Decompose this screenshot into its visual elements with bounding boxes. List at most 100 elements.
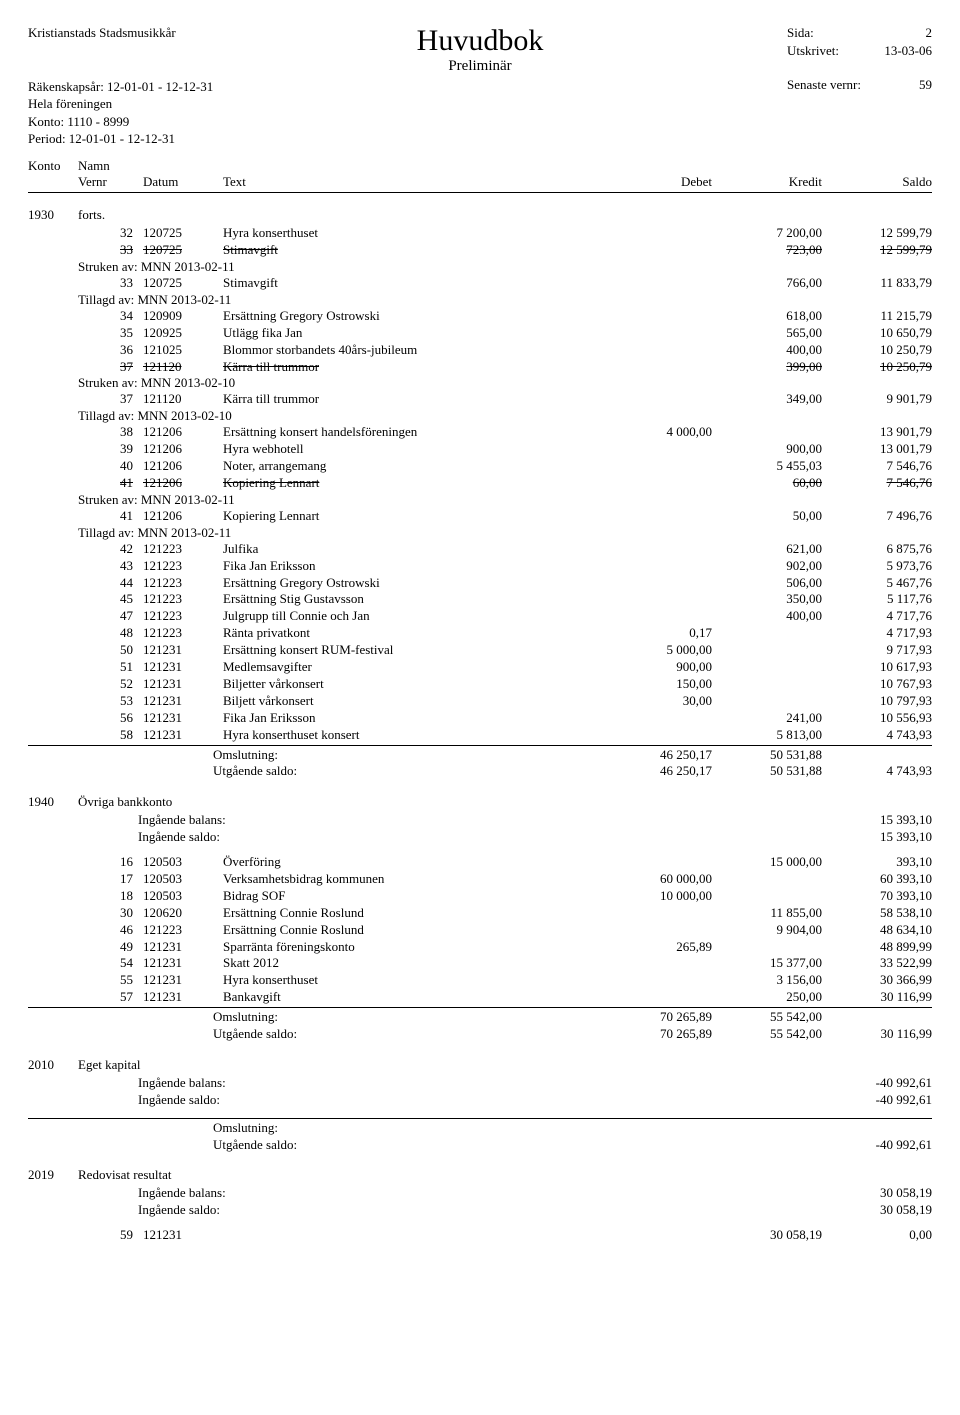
entry-datum: 120725 (143, 242, 223, 259)
entry-datum: 120503 (143, 888, 223, 905)
entry-kredit (712, 939, 822, 956)
entry-debet (602, 591, 712, 608)
ledger-row: 40121206Noter, arrangemang5 455,037 546,… (28, 458, 932, 475)
entry-saldo: 30 116,99 (822, 989, 932, 1006)
entry-vernr: 49 (78, 939, 143, 956)
entry-saldo: 7 546,76 (822, 458, 932, 475)
ledger-row: 33120725Stimavgift723,0012 599,79 (28, 242, 932, 259)
entry-saldo: 11 833,79 (822, 275, 932, 292)
entry-text: Ersättning konsert RUM-festival (223, 642, 602, 659)
ledger-row: 35120925Utlägg fika Jan565,0010 650,79 (28, 325, 932, 342)
entry-datum: 121231 (143, 727, 223, 744)
sub-label: Ingående saldo: (138, 829, 822, 846)
ledger-row: 41121206Kopiering Lennart50,007 496,76 (28, 508, 932, 525)
entry-kredit (712, 642, 822, 659)
entry-vernr: 32 (78, 225, 143, 242)
entry-datum: 121223 (143, 541, 223, 558)
entry-debet (602, 727, 712, 744)
ledger-row: 52121231Biljetter vårkonsert150,0010 767… (28, 676, 932, 693)
entry-debet (602, 441, 712, 458)
entry-datum: 120725 (143, 225, 223, 242)
entry-vernr: 18 (78, 888, 143, 905)
entry-debet: 30,00 (602, 693, 712, 710)
ledger-row: 47121223Julgrupp till Connie och Jan400,… (28, 608, 932, 625)
entry-text: Kopiering Lennart (223, 508, 602, 525)
entry-datum: 121223 (143, 922, 223, 939)
entry-text: Verksamhetsbidrag kommunen (223, 871, 602, 888)
omslutning-2010: Omslutning: (28, 1118, 932, 1137)
account-number: 1930 (28, 207, 78, 223)
ledger-row: 38121206Ersättning konsert handelsföreni… (28, 424, 932, 441)
ledger-row: 18120503Bidrag SOF10 000,0070 393,10 (28, 888, 932, 905)
entry-datum: 121231 (143, 955, 223, 972)
entry-datum: 121231 (143, 972, 223, 989)
entry-kredit (712, 659, 822, 676)
ledger-row: 37121120Kärra till trummor349,009 901,79 (28, 391, 932, 408)
entry-kredit: 349,00 (712, 391, 822, 408)
sum-debet: 46 250,17 (602, 763, 712, 780)
entry-text: Medlemsavgifter (223, 659, 602, 676)
sub-value: -40 992,61 (822, 1092, 932, 1109)
entry-datum: 121206 (143, 458, 223, 475)
entry-datum: 120620 (143, 905, 223, 922)
entry-debet (602, 275, 712, 292)
entry-debet: 0,17 (602, 625, 712, 642)
entry-kredit: 400,00 (712, 342, 822, 359)
entry-vernr: 39 (78, 441, 143, 458)
column-headers: Konto Namn Vernr Datum Text Debet Kredit… (28, 158, 932, 194)
sum-label: Utgående saldo: (213, 1026, 602, 1043)
ledger-row: 53121231Biljett vårkonsert30,0010 797,93 (28, 693, 932, 710)
sum-saldo (822, 747, 932, 764)
entry-kredit: 3 156,00 (712, 972, 822, 989)
ledger-row: 54121231Skatt 201215 377,0033 522,99 (28, 955, 932, 972)
entry-datum: 121223 (143, 625, 223, 642)
entry-kredit: 11 855,00 (712, 905, 822, 922)
account-name: Eget kapital (78, 1057, 932, 1073)
ledger-row: 30120620Ersättning Connie Roslund11 855,… (28, 905, 932, 922)
entry-note: Struken av: MNN 2013-02-11 (28, 492, 932, 508)
entry-text: Ersättning Gregory Ostrowski (223, 575, 602, 592)
entry-kredit: 15 377,00 (712, 955, 822, 972)
entry-kredit (712, 625, 822, 642)
entry-text: Ersättning Stig Gustavsson (223, 591, 602, 608)
ingaende-balans-1940: Ingående balans: 15 393,10 (28, 812, 932, 829)
entry-kredit (712, 693, 822, 710)
entry-debet (602, 989, 712, 1006)
ledger-row: 32120725Hyra konserthuset7 200,0012 599,… (28, 225, 932, 242)
entry-saldo: 13 001,79 (822, 441, 932, 458)
entry-vernr: 41 (78, 508, 143, 525)
entry-kredit: 250,00 (712, 989, 822, 1006)
entry-note: Struken av: MNN 2013-02-10 (28, 375, 932, 391)
entry-saldo: 10 617,93 (822, 659, 932, 676)
sum-label: Utgående saldo: (213, 1137, 602, 1154)
ledger-row: 57121231Bankavgift250,0030 116,99 (28, 989, 932, 1006)
entry-datum: 121231 (143, 693, 223, 710)
entry-debet (602, 342, 712, 359)
account-number: 2010 (28, 1057, 78, 1073)
entry-kredit: 241,00 (712, 710, 822, 727)
ingaende-balans-2010: Ingående balans: -40 992,61 (28, 1075, 932, 1092)
entry-saldo: 9 717,93 (822, 642, 932, 659)
entry-vernr: 40 (78, 458, 143, 475)
entry-text: Hyra konserthuset konsert (223, 727, 602, 744)
entry-datum: 121120 (143, 391, 223, 408)
entry-vernr: 34 (78, 308, 143, 325)
ledger-row: 48121223Ränta privatkont0,174 717,93 (28, 625, 932, 642)
ledger-row: 36121025Blommor storbandets 40års-jubile… (28, 342, 932, 359)
ledger-row: 39121206Hyra webhotell900,0013 001,79 (28, 441, 932, 458)
sum-debet: 70 265,89 (602, 1026, 712, 1043)
entry-vernr: 55 (78, 972, 143, 989)
col-namn: Namn (78, 158, 238, 174)
entry-debet (602, 308, 712, 325)
entry-vernr: 36 (78, 342, 143, 359)
entry-saldo: 5 973,76 (822, 558, 932, 575)
header-left-line: Räkenskapsår: 12-01-01 - 12-12-31 (28, 78, 213, 96)
ledger-row: 42121223Julfika621,006 875,76 (28, 541, 932, 558)
omslutning-1930: Omslutning: 46 250,17 50 531,88 (28, 745, 932, 764)
report-title: Huvudbok (28, 24, 932, 58)
entry-note: Tillagd av: MNN 2013-02-10 (28, 408, 932, 424)
entry-datum: 121223 (143, 575, 223, 592)
entry-datum: 121120 (143, 359, 223, 376)
col-debet: Debet (602, 174, 712, 190)
entry-vernr: 33 (78, 242, 143, 259)
